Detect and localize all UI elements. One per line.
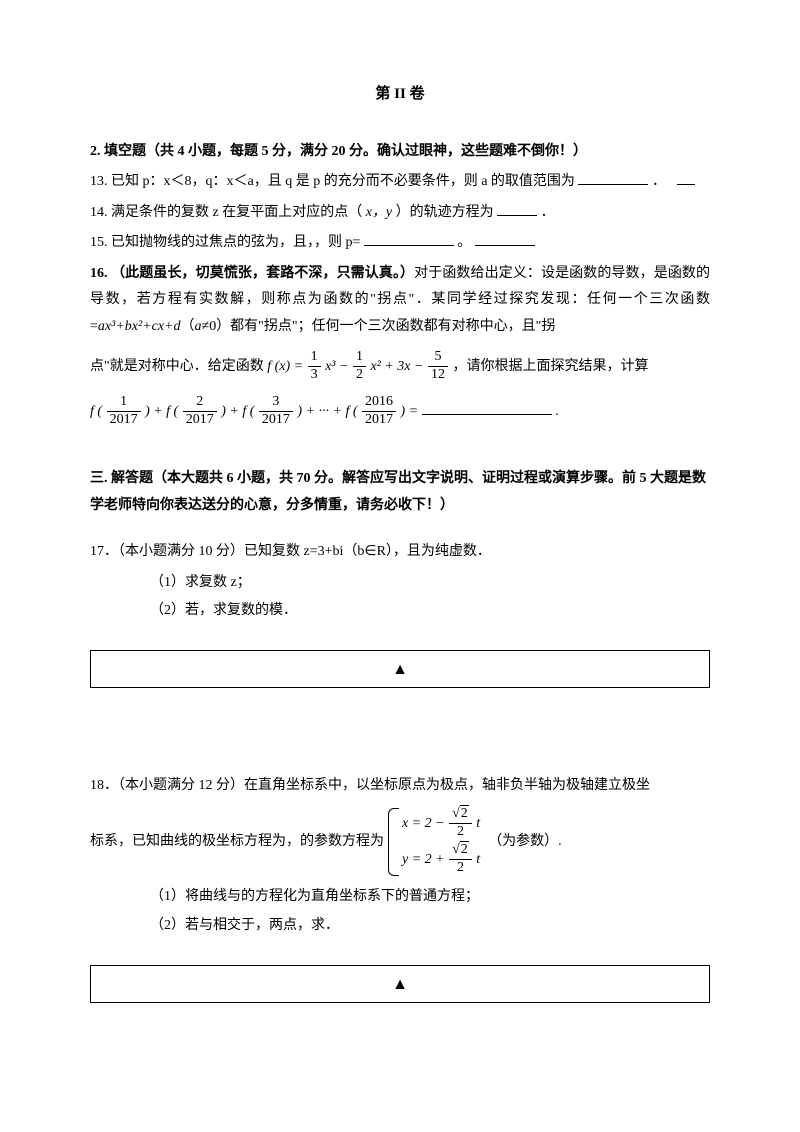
fraction: 12 bbox=[353, 349, 366, 384]
num: 2016 bbox=[362, 394, 396, 412]
q16-body2: 点"就是对称中心．给定函数 bbox=[90, 359, 267, 374]
rad: 2 bbox=[460, 841, 469, 857]
num: 5 bbox=[428, 349, 448, 367]
section3-heading: 三. 解答题（本大题共 6 小题，共 70 分。解答应写出文字说明、证明过程或演… bbox=[90, 466, 710, 519]
q16-b1c: 0）都有"拐点"；任何一个三次函数都有对称中心，且"拐 bbox=[209, 319, 555, 334]
q16-formula: ax³+bx²+cx+d bbox=[98, 319, 181, 334]
blank bbox=[497, 202, 537, 216]
q16-eq: ) = bbox=[401, 404, 419, 419]
q17-sub1: （1）求复数 z； bbox=[90, 570, 710, 597]
sqrt-icon: 2 bbox=[452, 842, 469, 859]
answer-box: ▲ bbox=[90, 965, 710, 1003]
den: 2017 bbox=[107, 412, 141, 429]
x-pre: x = 2 − bbox=[402, 816, 445, 831]
sqrt-icon: 2 bbox=[452, 806, 469, 823]
fraction: 32017 bbox=[259, 394, 293, 429]
q16-tail: . bbox=[555, 404, 559, 419]
num: 1 bbox=[107, 394, 141, 412]
den: 2017 bbox=[259, 412, 293, 429]
spacer bbox=[90, 698, 710, 773]
q16-fx: f (x) = bbox=[267, 359, 303, 374]
den: 2017 bbox=[362, 412, 396, 429]
q15-tail: 。 bbox=[457, 235, 471, 250]
system-row-x: x = 2 − 2 2 t bbox=[402, 806, 480, 842]
num: 1 bbox=[308, 349, 321, 367]
den: 2 bbox=[449, 824, 472, 841]
q13-tail: ． bbox=[652, 174, 666, 189]
q18-c-text: （为参数）. bbox=[488, 829, 562, 856]
page-title: 第 II 卷 bbox=[90, 80, 710, 109]
q16-b1b: （ bbox=[181, 319, 195, 334]
fraction: 2 2 bbox=[449, 806, 472, 841]
question-15: 15. 已知抛物线的过焦点的弦为，且，，则 p= 。 bbox=[90, 230, 710, 257]
question-14: 14. 满足条件的复数 z 在复平面上对应的点（ x，y ）的轨迹方程为 ． bbox=[90, 200, 710, 227]
question-16-sum: f ( 12017 ) + f ( 22017 ) + f ( 32017 ) … bbox=[90, 392, 710, 431]
q17-sub2: （2）若，求复数的模． bbox=[90, 598, 710, 625]
q16-bold: 16. （此题虽长，切莫慌张，套路不深，只需认真。） bbox=[90, 266, 414, 281]
fraction: 2 2 bbox=[449, 842, 472, 877]
q18-b-text: 标系，已知曲线的极坐标方程为，的参数方程为 bbox=[90, 829, 384, 856]
num: 2 bbox=[449, 842, 472, 860]
q13-text: 13. 已知 p：x＜8，q：x＜a，且 q 是 p 的充分而不必要条件，则 a… bbox=[90, 174, 575, 189]
question-16-line2: 点"就是对称中心．给定函数 f (x) = 13 x³ − 12 x² + 3x… bbox=[90, 347, 710, 386]
question-16: 16. （此题虽长，切莫慌张，套路不深，只需认真。）对于函数给出定义：设是函数的… bbox=[90, 261, 710, 341]
fraction: 512 bbox=[428, 349, 448, 384]
y-pre: y = 2 + bbox=[402, 852, 445, 867]
fraction: 22017 bbox=[183, 394, 217, 429]
q14-xy: x，y bbox=[366, 205, 392, 220]
q16-plus2: ) + f ( bbox=[221, 404, 254, 419]
question-18-b: 标系，已知曲线的极坐标方程为，的参数方程为 x = 2 − 2 2 t y = … bbox=[90, 806, 710, 879]
q16-x2: x² + 3x − bbox=[370, 359, 423, 374]
den: 3 bbox=[308, 367, 321, 384]
blank bbox=[475, 232, 535, 246]
num: 2 bbox=[449, 806, 472, 824]
q16-body3: ，请你根据上面探究结果，计算 bbox=[452, 359, 648, 374]
num: 1 bbox=[353, 349, 366, 367]
question-13: 13. 已知 p：x＜8，q：x＜a，且 q 是 p 的充分而不必要条件，则 a… bbox=[90, 169, 710, 196]
fraction: 20162017 bbox=[362, 394, 396, 429]
equation-system: x = 2 − 2 2 t y = 2 + 2 2 t bbox=[384, 806, 480, 879]
rad: 2 bbox=[460, 805, 469, 821]
q16-ane: a≠ bbox=[195, 319, 210, 334]
num: 2 bbox=[183, 394, 217, 412]
num: 3 bbox=[259, 394, 293, 412]
fraction: 13 bbox=[308, 349, 321, 384]
q16-plus1: ) + f ( bbox=[145, 404, 178, 419]
den: 12 bbox=[428, 367, 448, 384]
q14-text: 14. 满足条件的复数 z 在复平面上对应的点（ bbox=[90, 205, 362, 220]
den: 2 bbox=[449, 860, 472, 877]
q14-tail: ． bbox=[541, 205, 555, 220]
den: 2 bbox=[353, 367, 366, 384]
q18-sub2: （2）若与相交于，两点，求． bbox=[90, 913, 710, 940]
t-var: t bbox=[476, 816, 480, 831]
q14-mid: ）的轨迹方程为 bbox=[396, 205, 494, 220]
den: 2017 bbox=[183, 412, 217, 429]
q18-sub1: （1）将曲线与的方程化为直角坐标系下的普通方程； bbox=[90, 884, 710, 911]
t-var: t bbox=[476, 852, 480, 867]
q15-text: 15. 已知抛物线的过焦点的弦为，且，，则 p= bbox=[90, 235, 360, 250]
question-18-a: 18．（本小题满分 12 分）在直角坐标系中，以坐标原点为极点，轴非负半轴为极轴… bbox=[90, 773, 710, 800]
question-17: 17．（本小题满分 10 分）已知复数 z=3+bi（b∈R），且为纯虚数． bbox=[90, 539, 710, 566]
q16-dots: ) + ··· + f ( bbox=[297, 404, 357, 419]
blank bbox=[422, 401, 552, 415]
blank bbox=[677, 171, 695, 185]
section2-heading: 2. 填空题（共 4 小题，每题 5 分，满分 20 分。确认过眼神，这些题难不… bbox=[90, 139, 710, 166]
blank bbox=[364, 232, 454, 246]
answer-box: ▲ bbox=[90, 650, 710, 688]
fraction: 12017 bbox=[107, 394, 141, 429]
q16-fpre: f ( bbox=[90, 404, 102, 419]
system-row-y: y = 2 + 2 2 t bbox=[402, 842, 480, 878]
blank bbox=[578, 171, 648, 185]
q16-x3: x³ − bbox=[325, 359, 348, 374]
